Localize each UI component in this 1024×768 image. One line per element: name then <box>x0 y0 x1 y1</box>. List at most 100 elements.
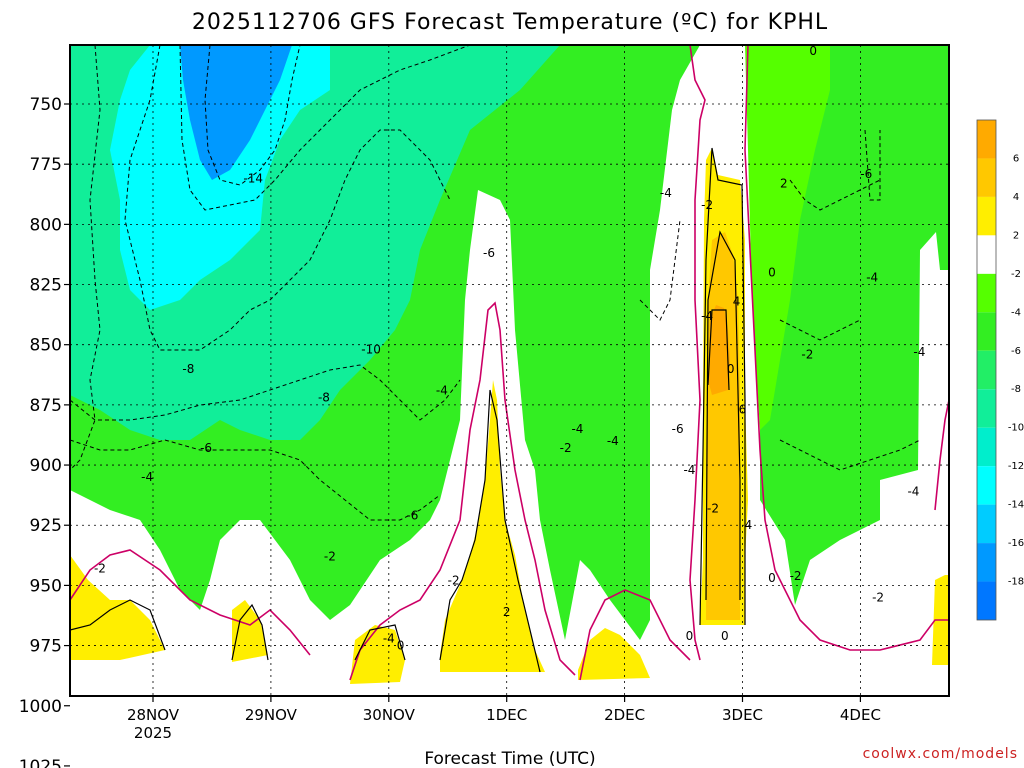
contour-label-37: -4 <box>913 345 925 359</box>
contour-label-35: -6 <box>860 167 872 181</box>
colorbar-band-0 <box>977 120 996 159</box>
y-tick-label-825: 825 <box>30 276 62 296</box>
colorbar-band-2 <box>977 196 996 236</box>
contour-label-8: -6 <box>483 246 495 260</box>
y-tick-label-850: 850 <box>30 336 62 356</box>
field-warm-surface-west <box>70 555 165 660</box>
field-far-east-strip <box>745 45 830 430</box>
colorbar-band-5 <box>977 312 996 351</box>
contour-label-11: -4 <box>383 631 395 645</box>
field-warm-surface-3 <box>350 625 405 684</box>
contour-label-5: -4 <box>141 470 153 484</box>
y-tick-label-800: 800 <box>30 215 62 235</box>
y-tick-label-950: 950 <box>30 576 62 596</box>
contour-line-negative-5 <box>70 439 441 521</box>
contour-label-9: -4 <box>436 383 448 397</box>
x-tick-label-2DEC: 2DEC <box>604 706 645 724</box>
colorbar-band-6 <box>977 350 996 390</box>
contour-line-positive-3 <box>439 389 541 673</box>
colorbar-label-6: -8 <box>1011 384 1021 395</box>
y-tick-label-1000: 1000 <box>19 697 62 717</box>
contour-label-40: -2 <box>872 590 884 604</box>
x-tick-label-3DEC: 3DEC <box>722 706 763 724</box>
contour-label-13: -2 <box>448 574 460 588</box>
contour-line-negative-2 <box>204 45 301 186</box>
field-warmest-core-3dec <box>708 305 730 395</box>
contour-line-negative-9 <box>779 319 861 341</box>
contour-label-29: -2 <box>801 347 813 361</box>
contour-label-16: -4 <box>607 434 619 448</box>
contour-label-22: -4 <box>683 463 695 477</box>
contour-line-positive-5 <box>705 230 741 601</box>
contour-label-24: 0 <box>721 629 729 643</box>
colorbar-label-3: -2 <box>1011 269 1021 280</box>
contour-label-3: -8 <box>318 391 330 405</box>
contour-label-1: -10 <box>361 343 381 357</box>
contour-line-negative-1 <box>124 45 451 351</box>
contour-label-34: -2 <box>790 569 802 583</box>
contour-label-0: -14 <box>243 172 263 186</box>
y-tick-label-975: 975 <box>30 637 62 657</box>
contour-label-4: -6 <box>200 441 212 455</box>
contour-line-positive-6 <box>707 309 730 391</box>
colorbar-label-8: -12 <box>1008 461 1024 472</box>
y-tick-label-1025: 1025 <box>19 757 62 768</box>
chart-title: 2025112706 GFS Forecast Temperature (ºC)… <box>192 10 828 35</box>
colorbar-label-5: -6 <box>1011 346 1021 357</box>
contour-line-zero-5 <box>934 399 949 511</box>
colorbar-label-0: 6 <box>1013 153 1019 164</box>
contour-label-15: 2 <box>503 605 511 619</box>
contour-label-42: -2 <box>955 492 967 506</box>
contour-line-negative-4 <box>70 364 461 421</box>
contour-line-negative-6 <box>639 219 681 321</box>
contour-line-positive-4 <box>699 147 746 626</box>
contour-line-positive-2 <box>354 624 406 661</box>
contour-label-10: -6 <box>406 509 418 523</box>
colorbar-band-12 <box>977 581 996 620</box>
contour-label-43: 0 <box>809 44 817 58</box>
contour-label-36: -4 <box>866 270 878 284</box>
plot-frame <box>69 44 950 697</box>
colorbar-band-4 <box>977 273 996 313</box>
contour-label-23: -2 <box>707 501 719 515</box>
field-warm-plume-1dec <box>440 380 545 672</box>
contour-label-12: 0 <box>397 639 405 653</box>
field-warm-surface-2dec <box>578 628 650 680</box>
colorbar-band-11 <box>977 543 996 582</box>
x-tick-label-4DEC: 4DEC <box>840 706 881 724</box>
contour-label-25: 0 <box>727 362 735 376</box>
contour-label-33: 0 <box>768 571 776 585</box>
field-warm-core-3dec <box>706 232 740 620</box>
colorbar-band-3 <box>977 235 996 274</box>
x-tick-label-28NOV: 28NOV <box>127 706 180 724</box>
y-tick-label-875: 875 <box>30 396 62 416</box>
contour-label-26: 0 <box>686 629 694 643</box>
contour-line-zero-4 <box>744 45 949 651</box>
contour-label-2: -8 <box>182 362 194 376</box>
y-tick-label-925: 925 <box>30 516 62 536</box>
x-tick-sublabel-28NOV: 2025 <box>134 724 172 742</box>
contour-label-7: -2 <box>324 550 336 564</box>
contour-label-32: 4 <box>745 518 753 532</box>
contour-label-28: 0 <box>768 265 776 279</box>
colorbar-label-4: -4 <box>1011 307 1021 318</box>
y-tick-label-750: 750 <box>30 95 62 115</box>
contour-label-39: -2 <box>949 205 961 219</box>
credit-text[interactable]: coolwx.com/models <box>863 746 1018 762</box>
contour-line-zero-2 <box>579 589 691 681</box>
x-tick-label-29NOV: 29NOV <box>245 706 298 724</box>
colorbar-band-1 <box>977 158 996 197</box>
contour-label-30: 4 <box>733 294 741 308</box>
y-tick-label-775: 775 <box>30 155 62 175</box>
contour-label-27: 2 <box>780 176 788 190</box>
y-tick-label-900: 900 <box>30 456 62 476</box>
x-axis-label: Forecast Time (UTC) <box>424 749 595 768</box>
contour-label-19: -2 <box>701 198 713 212</box>
contour-line-negative-10 <box>864 129 881 201</box>
contour-line-zero-3 <box>689 45 706 661</box>
contour-label-17: -4 <box>571 422 583 436</box>
contour-line-negative-7 <box>789 179 881 211</box>
colorbar-frame <box>976 119 997 621</box>
colorbar-label-1: 4 <box>1013 192 1019 203</box>
contour-label-14: -2 <box>560 441 572 455</box>
